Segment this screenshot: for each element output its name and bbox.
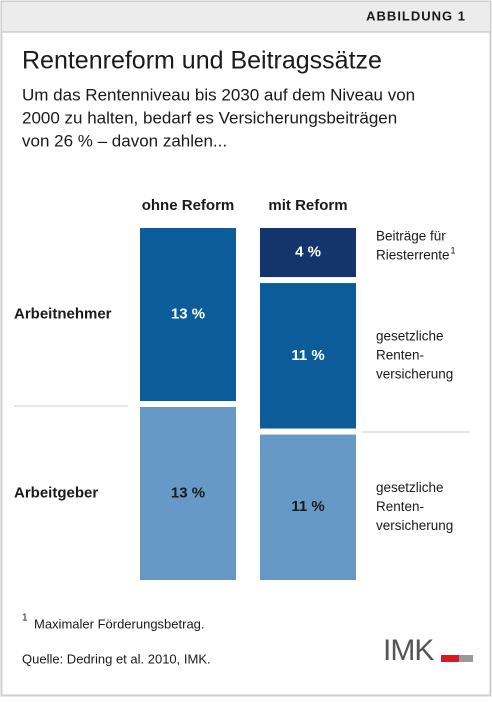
logo-bar [459,655,473,662]
bar-segment [260,228,356,278]
bar-segment [140,407,236,580]
value-label: 11 % [291,347,324,364]
subtitle: Um das Rentenniveau bis 2030 auf dem Niv… [22,85,415,104]
series-note: Renten- [376,499,424,514]
subtitle: 2000 zu halten, bedarf es Versicherungsb… [22,108,397,127]
logo-bar [441,655,459,662]
series-note: Riesterrente [376,248,450,263]
column-label: ohne Reform [142,197,235,214]
series-note: Renten- [376,347,424,362]
value-label: 13 % [171,305,205,322]
bar-segment [140,228,236,401]
figure-label: ABBILDUNG 1 [366,8,466,23]
source: Quelle: Dedring et al. 2010, IMK. [22,651,211,666]
value-label: 11 % [291,498,324,515]
column-label: mit Reform [268,197,347,214]
footnote: Maximaler Förderungsbetrag. [34,616,205,631]
series-note: Beiträge für [376,229,446,244]
note-mark: 1 [451,245,456,255]
row-label: Arbeitnehmer [14,305,112,322]
footnote-mark: 1 [22,613,28,624]
value-label: 4 % [295,244,321,261]
series-note: versicherung [376,366,453,381]
series-note: versicherung [376,518,453,533]
row-label: Arbeitgeber [14,484,98,501]
chart-title: Rentenreform und Beitragssätze [22,47,382,75]
logo: IMK [383,634,434,667]
bar-segment [260,283,356,429]
value-label: 13 % [171,484,205,501]
series-note: gesetzliche [376,480,444,495]
subtitle: von 26 % – davon zahlen... [22,131,227,150]
bar-segment [260,434,356,580]
header-strip [2,2,490,32]
series-note: gesetzliche [376,328,444,343]
